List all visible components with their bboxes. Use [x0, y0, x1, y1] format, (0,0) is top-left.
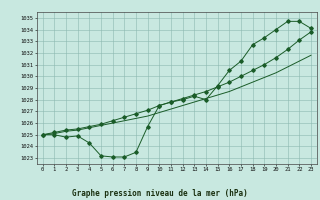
Text: Graphe pression niveau de la mer (hPa): Graphe pression niveau de la mer (hPa) [72, 189, 248, 198]
